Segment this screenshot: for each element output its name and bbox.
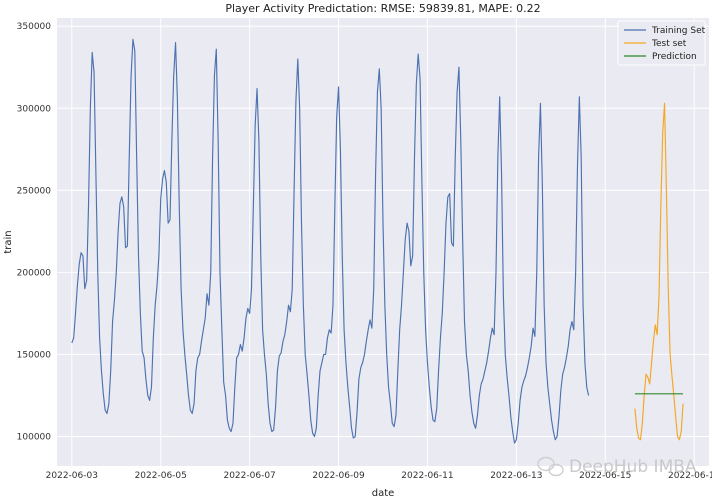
y-tick-label: 300000 — [17, 104, 52, 114]
y-tick-label: 250000 — [17, 186, 52, 196]
x-axis-label: date — [372, 488, 395, 499]
series-layer — [71, 38, 684, 444]
grid — [57, 18, 709, 466]
watermark: DeepHub IMBA — [537, 456, 697, 477]
watermark-text: DeepHub IMBA — [569, 457, 697, 477]
tick-labels: 2022-06-03 2022-06-05 2022-06-07 2022-06-09… — [17, 22, 712, 481]
legend-label-prediction: Prediction — [652, 52, 697, 62]
y-tick-label: 200000 — [17, 268, 52, 278]
y-tick-label: 150000 — [17, 350, 52, 360]
y-axis-label: train — [3, 230, 14, 253]
x-tick-label: 2022-06-11 — [401, 471, 453, 481]
legend-box — [617, 20, 706, 66]
x-tick-label: 2022-06-05 — [135, 471, 187, 481]
x-tick-label: 2022-06-15 — [579, 471, 631, 481]
training-set-line — [71, 38, 590, 444]
legend: Training Set Test set Prediction — [617, 20, 706, 66]
x-tick-label: 2022-06-17 — [668, 471, 712, 481]
legend-label-training: Training Set — [651, 26, 706, 36]
y-tick-label: 350000 — [17, 22, 52, 32]
x-tick-label: 2022-06-03 — [46, 471, 98, 481]
test-set-line — [634, 102, 684, 441]
x-tick-label: 2022-06-09 — [312, 471, 365, 481]
x-tick-label: 2022-06-13 — [490, 471, 542, 481]
chart-title: Player Activity Predictation: RMSE: 5983… — [225, 2, 540, 15]
wechat-bubbles-icon — [537, 456, 564, 477]
y-tick-label: 100000 — [17, 432, 52, 442]
legend-label-test: Test set — [651, 39, 687, 49]
x-tick-label: 2022-06-07 — [223, 471, 275, 481]
